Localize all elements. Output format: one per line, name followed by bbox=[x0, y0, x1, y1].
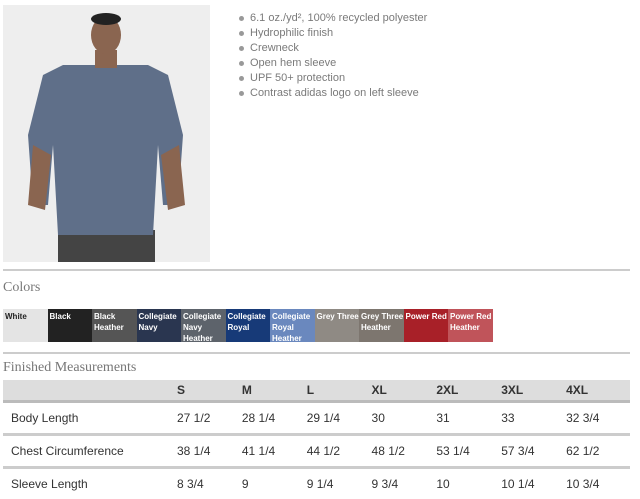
measurement-cell: 29 1/4 bbox=[306, 402, 371, 435]
color-swatch[interactable]: Power Red bbox=[404, 309, 449, 342]
size-header: 2XL bbox=[435, 380, 500, 402]
product-photo bbox=[3, 5, 210, 262]
feature-item: 6.1 oz./yd², 100% recycled polyester bbox=[250, 11, 427, 26]
measurement-cell: 30 bbox=[371, 402, 436, 435]
measurement-cell: 10 3/4 bbox=[565, 468, 630, 499]
color-swatch[interactable]: Black Heather bbox=[92, 309, 137, 342]
size-header: XL bbox=[371, 380, 436, 402]
measurement-cell: 31 bbox=[435, 402, 500, 435]
row-label: Sleeve Length bbox=[3, 468, 176, 499]
measurement-cell: 38 1/4 bbox=[176, 435, 241, 468]
measurement-cell: 10 bbox=[435, 468, 500, 499]
color-swatch[interactable]: Grey Three bbox=[315, 309, 360, 342]
feature-item: Contrast adidas logo on left sleeve bbox=[250, 86, 427, 101]
measurement-cell: 27 1/2 bbox=[176, 402, 241, 435]
feature-item: Open hem sleeve bbox=[250, 56, 427, 71]
feature-item: Crewneck bbox=[250, 41, 427, 56]
measurement-cell: 9 1/4 bbox=[306, 468, 371, 499]
measurement-cell: 53 1/4 bbox=[435, 435, 500, 468]
color-swatch[interactable]: Collegiate Navy bbox=[137, 309, 182, 342]
measurement-cell: 10 1/4 bbox=[500, 468, 565, 499]
feature-item: Hydrophilic finish bbox=[250, 26, 427, 41]
color-swatch[interactable]: Collegiate Navy Heather bbox=[181, 309, 226, 342]
measurement-cell: 48 1/2 bbox=[371, 435, 436, 468]
size-header: M bbox=[241, 380, 306, 402]
row-label: Chest Circumference bbox=[3, 435, 176, 468]
measurement-cell: 41 1/4 bbox=[241, 435, 306, 468]
size-header: 4XL bbox=[565, 380, 630, 402]
measurement-cell: 28 1/4 bbox=[241, 402, 306, 435]
color-swatch[interactable]: Power Red Heather bbox=[448, 309, 493, 342]
measurement-cell: 33 bbox=[500, 402, 565, 435]
color-swatch[interactable]: Collegiate Royal Heather bbox=[270, 309, 315, 342]
divider bbox=[3, 352, 630, 354]
color-swatch[interactable]: Grey Three Heather bbox=[359, 309, 404, 342]
color-swatch[interactable]: Black bbox=[48, 309, 93, 342]
color-swatch[interactable]: Collegiate Royal bbox=[226, 309, 271, 342]
row-label: Body Length bbox=[3, 402, 176, 435]
measurement-cell: 32 3/4 bbox=[565, 402, 630, 435]
measurement-cell: 8 3/4 bbox=[176, 468, 241, 499]
measurement-cell: 44 1/2 bbox=[306, 435, 371, 468]
size-header: L bbox=[306, 380, 371, 402]
measurement-cell: 62 1/2 bbox=[565, 435, 630, 468]
feature-item: UPF 50+ protection bbox=[250, 71, 427, 86]
color-swatch[interactable]: White bbox=[3, 309, 48, 342]
size-header: 3XL bbox=[500, 380, 565, 402]
divider bbox=[3, 269, 630, 271]
colors-heading: Colors bbox=[3, 280, 40, 296]
size-header: S bbox=[176, 380, 241, 402]
header-blank bbox=[3, 380, 176, 402]
measurement-cell: 9 3/4 bbox=[371, 468, 436, 499]
measurement-cell: 57 3/4 bbox=[500, 435, 565, 468]
measurement-cell: 9 bbox=[241, 468, 306, 499]
measurements-heading: Finished Measurements bbox=[3, 360, 136, 376]
